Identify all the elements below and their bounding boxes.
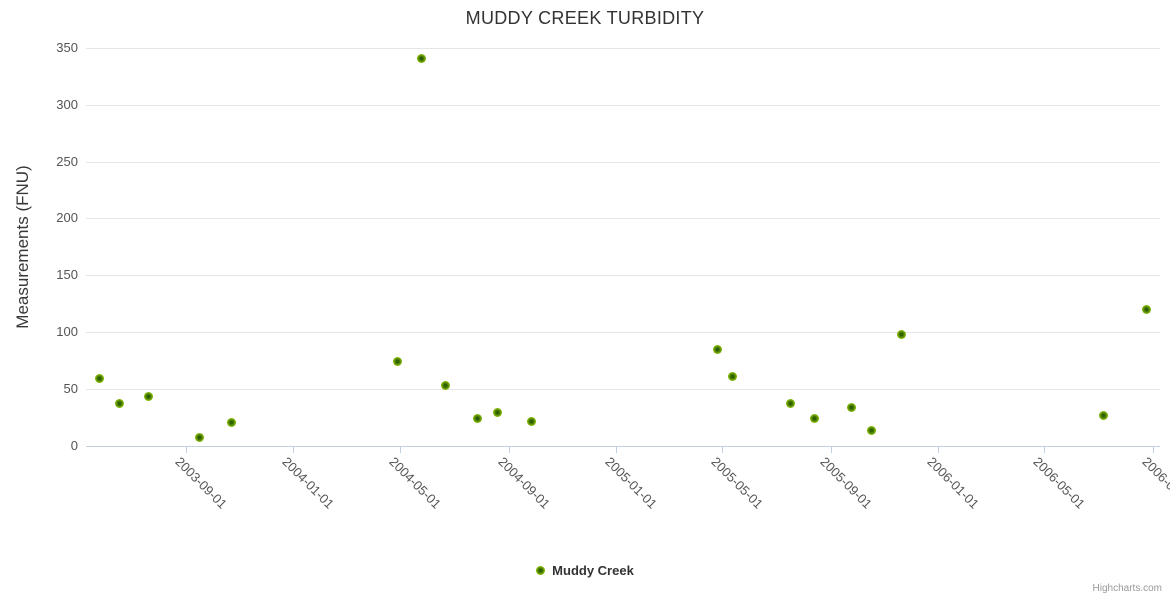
y-tick-label: 300 [56,96,78,112]
x-tick-label: 2003-09-01 [172,454,230,512]
legend: Muddy Creek [0,563,1170,578]
legend-label: Muddy Creek [552,563,634,578]
x-tick-label: 2005-09-01 [817,454,875,512]
y-axis-title: Measurements (FNU) [13,165,32,329]
x-tick-label: 2004-09-01 [495,454,553,512]
x-tick [508,447,510,453]
x-tick-label: 2004-01-01 [279,454,338,512]
series-marker-icon [536,566,546,575]
data-point[interactable] [896,329,906,339]
y-tick-label: 350 [56,40,78,55]
y-gridline [86,104,1160,106]
x-tick [293,447,295,453]
x-tick-label: 2005-05-01 [708,454,767,512]
x-tick-label: 2006-09-01 [1139,454,1170,512]
y-gridline [86,332,1160,334]
x-tick-label: 2004-05-01 [386,454,445,512]
data-point[interactable] [393,357,403,367]
data-point[interactable] [473,413,483,423]
x-tick-label: 2005-01-01 [602,454,661,512]
x-tick [1044,447,1046,453]
y-gridline [86,218,1160,220]
y-gridline [86,275,1160,277]
chart-title: MUDDY CREEK TURBIDITY [465,8,705,28]
x-tick [400,447,402,453]
x-tick-label: 2006-05-01 [1030,454,1089,512]
y-gridline [86,388,1160,390]
y-gridline [86,161,1160,163]
data-point[interactable] [416,53,426,63]
x-tick [1152,447,1154,453]
x-tick [830,447,832,453]
x-tick [722,447,724,453]
y-tick-label: 50 [63,380,78,396]
x-tick [616,447,618,453]
x-tick-label: 2006-01-01 [924,454,983,512]
data-point[interactable] [713,344,723,354]
y-tick-label: 200 [56,210,78,226]
y-tick-label: 250 [56,153,78,169]
data-point[interactable] [785,399,795,409]
data-point[interactable] [809,413,819,423]
data-point[interactable] [1099,410,1109,420]
y-tick-label: 150 [56,267,78,283]
x-axis-line [86,446,1160,447]
y-tick-label: 0 [70,437,78,453]
data-point[interactable] [94,374,104,384]
data-point[interactable] [1142,304,1152,314]
y-tick-label: 100 [56,324,78,340]
legend-item-muddy-creek[interactable]: Muddy Creek [536,563,634,578]
data-point[interactable] [527,417,537,427]
x-tick [185,447,187,453]
data-point[interactable] [195,433,205,443]
data-point[interactable] [728,371,738,381]
data-point[interactable] [144,392,154,402]
y-gridline [86,48,1160,49]
x-tick [938,447,940,453]
data-point[interactable] [846,402,856,412]
data-point[interactable] [227,418,237,428]
data-point[interactable] [440,380,450,390]
data-point[interactable] [115,399,125,409]
credits-link[interactable]: Highcharts.com [1092,583,1162,594]
data-point[interactable] [492,408,502,418]
data-point[interactable] [866,426,876,436]
